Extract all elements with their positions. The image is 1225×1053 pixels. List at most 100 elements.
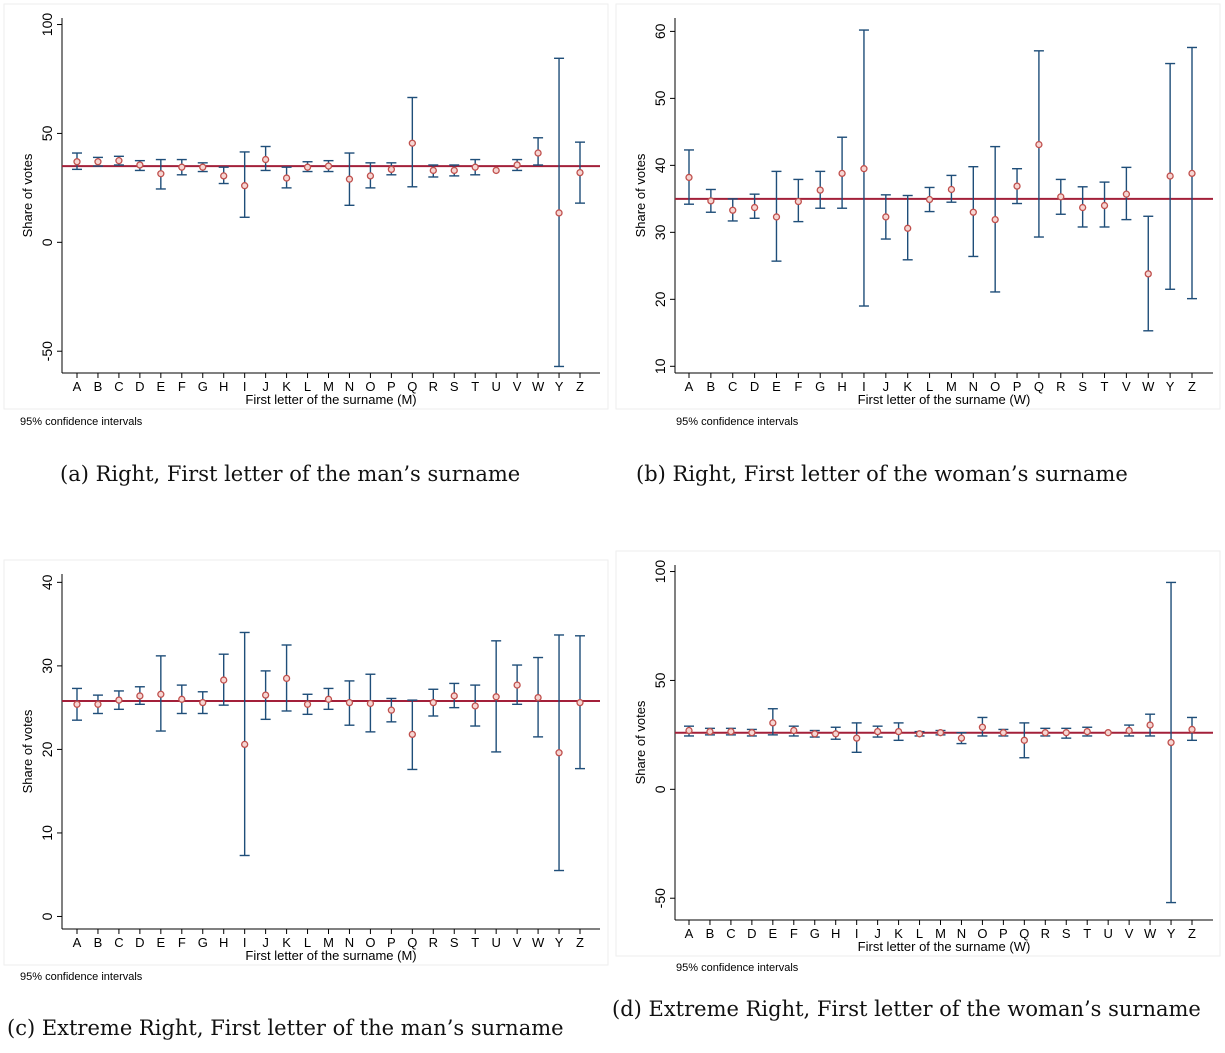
x-tick-label: Y — [555, 379, 564, 394]
x-tick-label: O — [365, 935, 375, 950]
y-tick-label: 50 — [652, 90, 668, 106]
estimate-point — [471, 702, 479, 710]
x-tick-label: Q — [1034, 379, 1044, 394]
estimate-point — [772, 213, 781, 221]
estimate-point — [1146, 721, 1154, 729]
x-tick-label: P — [387, 935, 396, 950]
x-tick-label: E — [156, 379, 165, 394]
estimate-point — [115, 696, 123, 704]
estimate-point — [450, 692, 458, 700]
x-tick-label: J — [262, 935, 269, 950]
x-tick-label: M — [323, 935, 334, 950]
x-tick-label: H — [219, 379, 228, 394]
x-tick-label: A — [685, 379, 694, 394]
x-tick-label: F — [178, 379, 186, 394]
estimate-point — [685, 726, 693, 735]
x-tick-label: L — [916, 926, 923, 941]
x-tick-label: P — [1013, 379, 1022, 394]
estimate-point — [853, 734, 861, 742]
estimate-point — [576, 168, 584, 177]
chart-d-note: 95% confidence intervals — [676, 962, 799, 974]
x-tick-label: S — [1078, 379, 1087, 394]
chart-a-note: 95% confidence intervals — [20, 416, 143, 428]
estimate-point — [199, 163, 207, 171]
y-tick-label: 60 — [652, 23, 668, 39]
estimate-point — [555, 209, 563, 217]
estimate-point — [999, 729, 1008, 737]
x-tick-label: J — [874, 926, 881, 941]
x-tick-label: S — [1062, 926, 1071, 941]
x-tick-label: S — [450, 379, 459, 394]
estimate-point — [1100, 201, 1109, 210]
chart-c: 0 10 20 30 40 Share of votes A B C D E F G H I J K L M N O P Q… — [3, 559, 609, 966]
estimate-point — [1166, 172, 1174, 180]
x-tick-label: K — [903, 379, 912, 394]
x-tick-label: Y — [1166, 379, 1175, 394]
x-tick-label: B — [706, 926, 715, 941]
x-tick-label: G — [198, 935, 208, 950]
estimate-point — [534, 149, 542, 157]
y-tick-label: 0 — [652, 785, 668, 793]
x-tick-label: V — [513, 935, 522, 950]
estimate-point — [387, 706, 396, 714]
x-tick-label: E — [772, 379, 781, 394]
estimate-point — [816, 186, 824, 194]
chart-c-note: 95% confidence intervals — [20, 971, 143, 983]
y-tick-label: 50 — [652, 672, 668, 688]
plot-frame — [615, 550, 1221, 957]
x-tick-label: E — [156, 935, 165, 950]
estimate-point — [324, 162, 333, 170]
x-tick-label: Q — [407, 935, 417, 950]
estimate-point — [957, 734, 966, 742]
x-tick-label: K — [282, 379, 291, 394]
x-axis-title: First letter of the surname (M) — [245, 948, 416, 963]
x-tick-label: F — [794, 379, 802, 394]
y-axis-title: Share of votes — [20, 709, 35, 793]
estimate-point — [115, 157, 123, 165]
estimate-point — [1167, 738, 1175, 747]
x-tick-label: A — [73, 935, 82, 950]
x-tick-label: C — [728, 379, 737, 394]
estimate-point — [178, 695, 186, 703]
y-tick-label: 10 — [652, 358, 668, 374]
estimate-point — [513, 161, 521, 169]
x-tick-label: E — [768, 926, 777, 941]
estimate-point — [220, 172, 228, 180]
estimate-point — [178, 163, 186, 171]
plot-frame — [3, 3, 609, 410]
estimate-point — [366, 172, 375, 180]
x-tick-label: G — [198, 379, 208, 394]
x-tick-label: J — [883, 379, 890, 394]
estimate-point — [769, 719, 777, 727]
x-tick-label: C — [726, 926, 735, 941]
x-tick-label: Q — [407, 379, 417, 394]
plot-frame — [615, 3, 1221, 410]
estimate-point — [282, 174, 291, 182]
estimate-point — [838, 169, 846, 178]
estimate-point — [73, 700, 81, 708]
y-tick-label: 40 — [39, 574, 55, 590]
x-axis-title: First letter of the surname (W) — [858, 392, 1031, 407]
x-tick-label: B — [94, 379, 103, 394]
x-tick-label: T — [1101, 379, 1109, 394]
y-tick-label: 30 — [652, 224, 668, 240]
estimate-point — [324, 695, 333, 703]
y-axis-title: Share of votes — [633, 700, 648, 784]
y-tick-label: -50 — [652, 888, 668, 908]
x-axis-title: First letter of the surname (W) — [858, 939, 1031, 954]
x-tick-label: J — [262, 379, 269, 394]
x-tick-label: G — [810, 926, 820, 941]
x-tick-label: N — [345, 379, 354, 394]
estimate-point — [345, 175, 354, 183]
estimate-point — [1188, 169, 1196, 178]
estimate-point — [450, 166, 458, 175]
estimate-point — [220, 676, 228, 684]
estimate-point — [1188, 725, 1196, 734]
estimate-point — [366, 699, 375, 708]
y-tick-label: 30 — [39, 658, 55, 674]
estimate-point — [750, 203, 759, 212]
x-tick-label: Y — [1167, 926, 1176, 941]
estimate-point — [729, 206, 737, 214]
y-tick-label: 100 — [652, 560, 668, 584]
estimate-point — [1079, 203, 1087, 212]
